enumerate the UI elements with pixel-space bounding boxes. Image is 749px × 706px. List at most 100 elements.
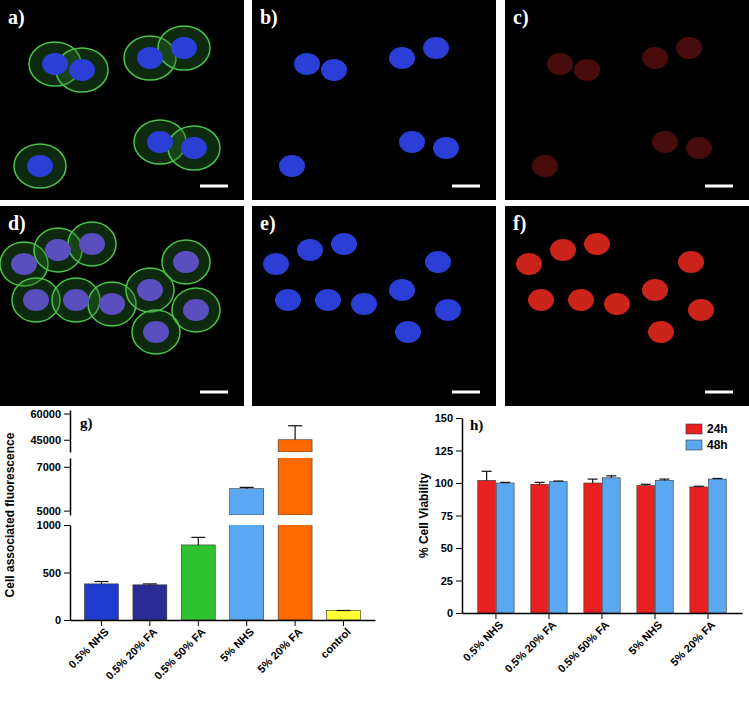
legend-swatch <box>686 440 702 450</box>
panel-background <box>252 0 496 200</box>
axis-line <box>70 411 72 453</box>
tick: 50 <box>441 542 462 554</box>
scale-bar <box>200 185 228 188</box>
tick: 500 <box>43 567 70 579</box>
tick-label: 125 <box>435 445 453 457</box>
tick: 75 <box>441 510 462 522</box>
error-bar <box>191 537 205 545</box>
error-cap <box>94 581 108 582</box>
tick: 5% NHS <box>218 620 256 664</box>
cell-membrane <box>14 144 66 188</box>
tick: 125 <box>435 445 462 457</box>
chart-h: 02550751001251500.5% NHS0.5% 20% FA0.5% … <box>417 412 743 675</box>
tick-label: 0.5% 50% FA <box>555 618 611 674</box>
error-cap <box>712 478 722 479</box>
error-cap <box>500 482 510 483</box>
panel-label: b) <box>260 6 278 29</box>
tick-label: control <box>318 626 353 661</box>
tick: 25 <box>441 575 462 587</box>
error-bar <box>337 610 351 611</box>
tick: 45000 <box>30 434 70 446</box>
nucleus <box>297 239 323 261</box>
tick-mark <box>456 451 462 452</box>
tick-mark <box>456 483 462 484</box>
nucleus <box>331 233 357 255</box>
nucleus <box>315 289 341 311</box>
tick-label: 50 <box>441 542 453 554</box>
tick-mark <box>456 548 462 549</box>
bar <box>637 486 655 613</box>
nucleus <box>69 59 95 81</box>
bar <box>278 458 312 515</box>
tick-label: 100 <box>435 477 453 489</box>
tick: 0.5% 20% FA <box>502 613 558 675</box>
nucleus <box>11 253 37 275</box>
chart-g: 050010005000700045000600000.5% NHS0.5% 2… <box>3 0 376 682</box>
error-cap <box>288 425 302 426</box>
tick-label: 5% NHS <box>218 626 256 664</box>
scale-bar <box>452 391 480 394</box>
scale-bar <box>200 391 228 394</box>
error-bar <box>606 476 616 478</box>
y-axis-title: Cell associated fluorescence <box>3 432 17 597</box>
tick-mark <box>64 467 70 468</box>
tick-label: 0 <box>447 607 453 619</box>
nucleus <box>648 321 674 343</box>
nucleus <box>584 233 610 255</box>
tick-label: 0.5% 50% FA <box>152 625 208 681</box>
nucleus <box>181 137 207 159</box>
plot-segment <box>230 458 312 515</box>
error-bar <box>288 426 302 440</box>
error-bar <box>94 582 108 584</box>
tick-label: 0.5% NHS <box>66 626 111 671</box>
panel-label: c) <box>513 6 529 29</box>
nucleus <box>321 59 347 81</box>
tick-mark <box>456 581 462 582</box>
tick-label: 0.5% NHS <box>460 619 505 664</box>
scale-bar <box>705 391 733 394</box>
nucleus <box>279 155 305 177</box>
panel-label: f) <box>513 212 526 235</box>
nucleus <box>79 233 105 255</box>
tick-label: 5000 <box>37 505 61 517</box>
tick: 5% NHS <box>626 613 664 657</box>
nucleus <box>642 279 668 301</box>
bar <box>531 484 549 613</box>
error-cap <box>588 479 598 480</box>
bar <box>602 478 620 613</box>
error-bar <box>143 583 157 585</box>
tick-mark <box>64 511 70 512</box>
tick: 5000 <box>37 505 70 517</box>
tick: 7000 <box>37 461 70 473</box>
nucleus <box>532 155 558 177</box>
x-axis: 0.5% NHS0.5% 20% FA0.5% 50% FA5% NHS5% 2… <box>66 620 375 682</box>
plot-segment <box>278 426 312 452</box>
tick-mark <box>64 525 70 526</box>
error-bar <box>553 481 563 483</box>
error-bar <box>712 478 722 480</box>
panel-background <box>252 206 496 406</box>
error-cap <box>553 480 563 481</box>
nucleus <box>686 137 712 159</box>
bar <box>230 525 264 620</box>
error-bar <box>659 479 669 480</box>
nucleus <box>137 279 163 301</box>
nucleus <box>604 293 630 315</box>
tick: 0.5% NHS <box>460 613 505 663</box>
bar <box>690 487 708 613</box>
scale-bar <box>452 185 480 188</box>
error-bar <box>588 479 598 483</box>
bar <box>709 479 727 613</box>
tick-label: 0.5% 20% FA <box>502 618 558 674</box>
nucleus <box>294 53 320 75</box>
bar <box>181 545 215 620</box>
y-axis: 45000 60000 <box>30 408 70 453</box>
nucleus <box>547 53 573 75</box>
nucleus <box>652 131 678 153</box>
tick: 100 <box>435 477 462 489</box>
bar <box>655 480 673 613</box>
y-axis: 05001000 <box>37 519 71 626</box>
tick: 60000 <box>30 408 70 420</box>
error-bar <box>240 487 254 488</box>
nucleus <box>676 37 702 59</box>
